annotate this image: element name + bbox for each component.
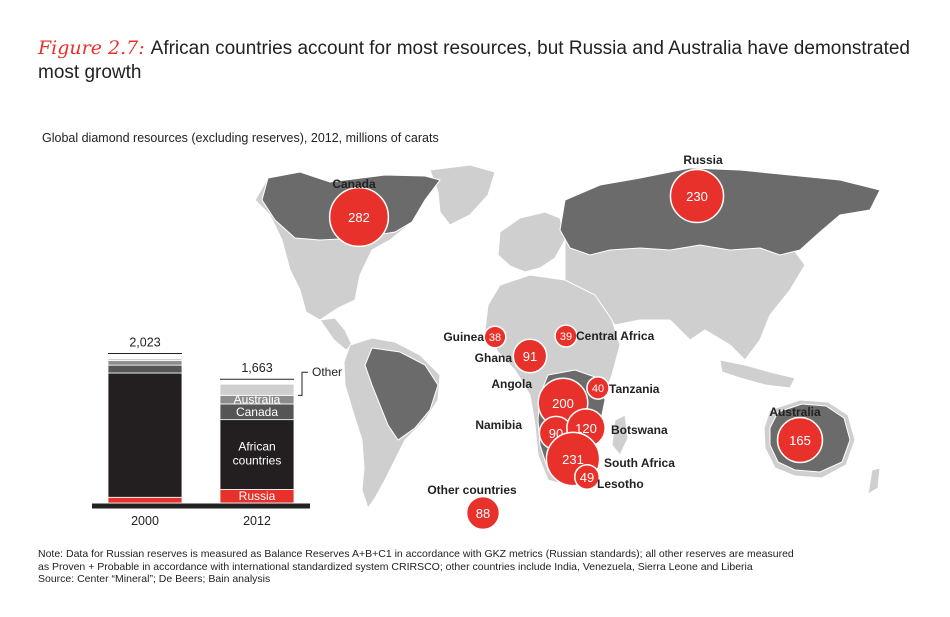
bubble-value-canada: 282: [348, 210, 370, 225]
bubble-value-angola: 200: [552, 396, 574, 411]
segment-label-australia: Australia: [234, 393, 281, 407]
bubble-value-ghana: 91: [523, 349, 537, 364]
segment-label-african-0: African: [238, 440, 275, 454]
segment-label-russia: Russia: [239, 489, 276, 503]
bubble-label-angola: Angola: [491, 377, 532, 391]
bubble-label-tanzania: Tanzania: [609, 382, 660, 396]
bubble-value-guinea: 38: [489, 332, 501, 344]
bubble-value-russia: 230: [686, 189, 708, 204]
bubble-label-botswana: Botswana: [611, 423, 668, 437]
figure-label: Figure 2.7:: [38, 37, 145, 59]
bubble-value-lesotho: 49: [580, 470, 594, 485]
bar-segment-other-2000: [107, 358, 183, 362]
bubble-australia: [776, 416, 824, 464]
bubble-lesotho: [574, 464, 600, 490]
bubble-value-botswana: 120: [575, 421, 597, 436]
category-label-2000: 2000: [131, 514, 159, 528]
other-callout-label: Other: [312, 365, 342, 379]
bubble-other-countries: [465, 495, 501, 531]
europe-shape: [497, 211, 566, 273]
bubble-value-central-africa: 39: [560, 331, 572, 343]
bar-segment-australia-2000: [107, 360, 183, 366]
chart-subtitle: Global diamond resources (excluding rese…: [42, 131, 439, 145]
segment-label-canada: Canada: [236, 405, 278, 419]
note-line-2: as Proven + Probable in accordance with …: [38, 560, 753, 573]
bar-segment-other-2012: [219, 383, 295, 396]
southeast-asia-shape: [719, 359, 796, 389]
bar-total-2000: 2,023: [129, 336, 160, 350]
bubble-guinea: [483, 325, 507, 349]
bubble-layer: 282 Canada 230 Russia 38 Guinea 39 Central Afri…: [328, 153, 824, 531]
bubble-canada: [328, 186, 390, 248]
russia-shape: [559, 167, 881, 256]
figure-title: Figure 2.7: African countries account for…: [38, 36, 918, 85]
bubble-value-australia: 165: [789, 433, 811, 448]
bar-segment-russia-2000: [107, 496, 183, 504]
bubble-ghana: [512, 338, 548, 374]
note-line-1: Note: Data for Russian reserves is measu…: [38, 548, 794, 560]
bubble-label-south-africa: South Africa: [604, 456, 675, 470]
brazil-shape: [364, 347, 439, 441]
segment-label-african-1: countries: [233, 454, 282, 468]
bubble-russia: [669, 168, 725, 224]
bar-total-2012: 1,663: [241, 361, 272, 375]
bubble-value-tanzania: 40: [592, 383, 604, 395]
bubble-label-guinea: Guinea: [443, 330, 484, 344]
bar-segment-canada-2000: [107, 364, 183, 374]
bubble-value-other-countries: 88: [476, 506, 490, 521]
new-zealand-shape: [867, 467, 881, 495]
other-callout-line: [298, 371, 308, 396]
bar-segment-african-2000: [107, 372, 183, 498]
bubble-tanzania: [586, 376, 610, 400]
note-line-3: Source: Center “Mineral”; De Beers; Bain…: [38, 573, 271, 585]
bubble-central-africa: [554, 324, 578, 348]
bubble-label-australia: Australia: [769, 405, 821, 419]
bubble-label-lesotho: Lesotho: [597, 477, 644, 491]
figure-title-text: African countries account for most resou…: [38, 38, 910, 83]
bubble-label-other-countries: Other countries: [427, 483, 517, 497]
bubble-label-ghana: Ghana: [475, 351, 513, 365]
bubble-label-canada: Canada: [332, 177, 376, 191]
madagascar-shape: [611, 414, 629, 456]
greenland-shape: [429, 164, 496, 226]
bar-segment-african-2012: [219, 419, 295, 490]
category-label-2012: 2012: [243, 514, 271, 528]
bubble-label-russia: Russia: [683, 153, 723, 167]
bubble-label-namibia: Namibia: [475, 418, 522, 432]
footnote: Note: Data for Russian reserves is measu…: [38, 548, 918, 586]
bubble-label-central-africa: Central Africa: [576, 329, 655, 343]
bubble-value-south-africa: 231: [562, 452, 584, 467]
